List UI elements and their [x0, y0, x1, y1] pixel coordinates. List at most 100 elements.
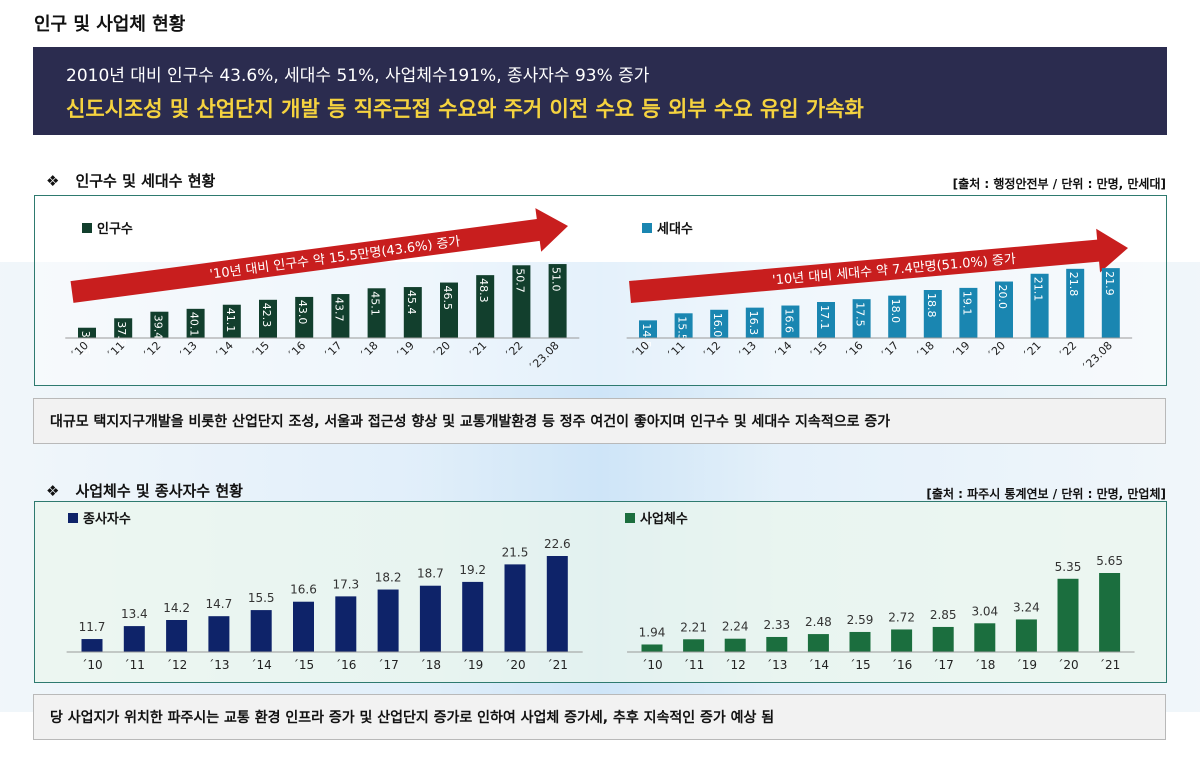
workers-bar [335, 596, 357, 652]
businesses-bar [849, 631, 871, 652]
households-category-label: ´17 [878, 339, 901, 362]
population-category-label: ´19 [394, 339, 417, 362]
population-value-label: 50.7 [513, 268, 526, 293]
businesses-value-label: 5.35 [1055, 560, 1082, 574]
workers-bar [419, 585, 441, 652]
households-bar [1030, 273, 1049, 338]
households-value-label: 21.1 [1032, 277, 1045, 302]
workers-businesses-panel [34, 501, 1167, 683]
section2-note: 당 사업지가 위치한 파주시는 교통 환경 인프라 증가 및 산업단지 증가로 … [33, 694, 1166, 740]
businesses-bar [724, 638, 746, 652]
legend-label-workers: 종사자수 [83, 511, 131, 527]
population-bar [222, 304, 241, 338]
businesses-category-label: ´14 [808, 658, 829, 672]
workers-bar [293, 601, 314, 652]
workers-value-label: 21.5 [502, 545, 529, 559]
workers-bar [250, 610, 272, 652]
workers-bar [377, 589, 399, 652]
population-category-label: ´22 [503, 339, 526, 362]
households-category-label: ´19 [950, 339, 973, 362]
diamond-icon: ❖ [46, 482, 60, 500]
population-category-label: ´12 [141, 339, 164, 362]
households-bar [995, 281, 1013, 338]
workers-bar [81, 639, 103, 652]
workers-value-label: 16.6 [290, 583, 317, 597]
households-category-label: ´23.08 [1080, 339, 1115, 374]
section2-title: ❖ 사업체수 및 종사자수 현황 [46, 480, 243, 501]
workers-value-label: 14.2 [163, 601, 190, 615]
population-category-label: ´23.08 [526, 339, 561, 374]
businesses-bar [891, 629, 913, 652]
population-value-label: 37.8 [115, 321, 128, 346]
workers-category-label: ´14 [251, 658, 272, 672]
businesses-bar [1015, 619, 1037, 652]
trend-arrow-shape [70, 208, 568, 303]
banner-line-1: 2010년 대비 인구수 43.6%, 세대수 51%, 사업체수191%, 종… [66, 66, 650, 86]
population-category-label: ´18 [358, 339, 381, 362]
workers-value-label: 19.2 [459, 563, 486, 577]
workers-value-label: 11.7 [79, 620, 106, 634]
businesses-value-label: 5.65 [1096, 554, 1123, 568]
workers-bar [546, 556, 568, 652]
population-category-label: ´17 [322, 339, 345, 362]
workers-category-label: ´19 [462, 658, 483, 672]
businesses-value-label: 2.48 [805, 615, 832, 629]
businesses-value-label: 2.59 [847, 613, 874, 627]
workers-value-label: 22.6 [544, 537, 571, 551]
legend-label-households: 세대수 [657, 222, 693, 237]
businesses-value-label: 1.94 [639, 625, 666, 639]
businesses-category-label: ´12 [725, 658, 746, 672]
page-title: 인구 및 사업체 현황 [34, 14, 186, 35]
population-bar [259, 299, 277, 338]
businesses-category-label: ´18 [974, 658, 995, 672]
banner-line-2: 신도시조성 및 산업단지 개발 등 직주근접 수요와 주거 이전 수요 등 외부… [66, 97, 864, 121]
businesses-bar [683, 639, 705, 652]
households-bar [888, 295, 907, 338]
legend-swatch-workers [68, 513, 78, 523]
population-value-label: 51.0 [550, 267, 563, 292]
businesses-value-label: 2.24 [722, 620, 749, 634]
households-bar [817, 302, 835, 338]
workers-value-label: 18.2 [375, 571, 402, 585]
households-value-label: 18.8 [925, 293, 938, 318]
diamond-icon: ❖ [46, 172, 60, 190]
population-value-label: 43.0 [296, 300, 309, 325]
legend-swatch-households [642, 223, 652, 233]
businesses-category-label: ´11 [683, 658, 704, 672]
businesses-value-label: 2.72 [888, 610, 915, 624]
households-value-label: 21.9 [1103, 271, 1116, 296]
businesses-category-label: ´10 [641, 658, 662, 672]
legend-swatch-businesses [625, 513, 635, 523]
households-value-label: 14.5 [640, 323, 653, 348]
businesses-bar [932, 626, 954, 652]
households-value-label: 19.1 [960, 291, 973, 316]
businesses-category-label: ´20 [1057, 658, 1078, 672]
households-value-label: 16.3 [747, 311, 760, 336]
businesses-bar [766, 636, 788, 652]
households-bar [674, 313, 693, 338]
households-bar [1066, 268, 1085, 338]
households-category-label: ´22 [1056, 339, 1079, 362]
legend-label-businesses: 사업체수 [640, 511, 688, 527]
businesses-bar [1099, 573, 1121, 652]
households-bar [923, 290, 942, 338]
workers-category-label: ´18 [420, 658, 441, 672]
businesses-category-label: ´15 [849, 658, 870, 672]
population-bar [78, 327, 96, 338]
households-category-label: ´12 [700, 339, 723, 362]
businesses-bar [807, 634, 829, 652]
population-category-label: ´21 [466, 339, 489, 362]
workers-value-label: 17.3 [332, 577, 359, 591]
section2-title-text: 사업체수 및 종사자수 현황 [75, 482, 243, 500]
workers-category-label: ´20 [504, 658, 525, 672]
population-bar [367, 288, 386, 338]
population-bar [403, 287, 422, 338]
businesses-value-label: 2.85 [930, 608, 957, 622]
households-category-label: ´21 [1021, 339, 1044, 362]
workers-category-label: ´15 [293, 658, 314, 672]
population-value-label: 40.1 [188, 312, 201, 337]
households-category-label: ´15 [807, 339, 830, 362]
businesses-category-label: ´13 [766, 658, 787, 672]
workers-category-label: ´17 [377, 658, 398, 672]
